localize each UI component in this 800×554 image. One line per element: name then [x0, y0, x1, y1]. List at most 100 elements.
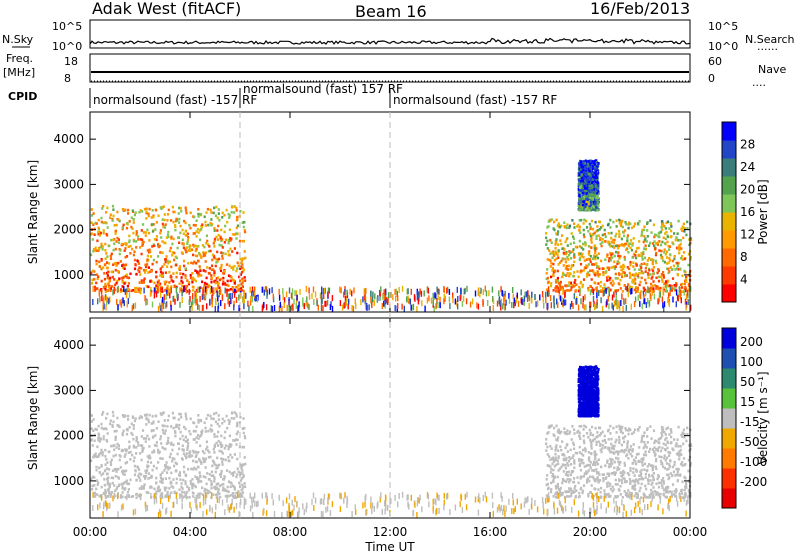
power-cell — [687, 263, 690, 267]
power-cell — [588, 166, 592, 169]
velocity-cell — [137, 441, 140, 444]
velocity-cell — [653, 446, 656, 449]
velocity-cell — [663, 430, 666, 434]
power-cell — [581, 175, 584, 178]
power-ground-cell — [320, 293, 323, 300]
power-ground-cell — [589, 289, 592, 296]
power-cell — [210, 268, 213, 272]
power-cell — [125, 243, 128, 247]
power-ground-cell — [123, 286, 125, 292]
velocity-cell — [610, 437, 613, 441]
velocity-cell — [227, 490, 230, 494]
velocity-cell — [656, 491, 659, 495]
velocity-cell — [589, 491, 592, 494]
beam-title: Beam 16 — [355, 2, 427, 21]
power-ground-cell — [394, 305, 396, 312]
power-cell — [179, 231, 182, 235]
power-cell — [594, 273, 597, 277]
power-cell — [620, 265, 623, 268]
velocity-cell — [135, 452, 138, 455]
velocity-cell — [221, 422, 224, 425]
velocity-cell — [125, 432, 129, 436]
power-cell — [122, 276, 125, 279]
power-cell — [160, 275, 164, 278]
power-cell — [563, 221, 566, 224]
power-cell — [232, 268, 235, 271]
power-ground-cell — [595, 302, 597, 309]
power-cell — [653, 240, 656, 243]
power-ground-cell — [344, 301, 346, 308]
power-cell — [237, 264, 240, 268]
power-ground-cell — [214, 305, 216, 312]
power-ground-cell — [266, 289, 268, 296]
power-cell — [582, 200, 585, 203]
velocity-cell — [618, 427, 621, 431]
velocity-cell — [681, 464, 684, 467]
power-cell — [681, 274, 684, 278]
velocity-cell — [181, 444, 184, 448]
velocity-cell — [125, 469, 128, 473]
power-cell — [593, 231, 596, 235]
velocity-cell — [213, 476, 216, 479]
power-cell — [178, 282, 181, 285]
power-ground-cell — [106, 299, 108, 306]
velocity-cell — [573, 477, 576, 480]
velocity-cell — [239, 493, 242, 496]
velocity-cell — [218, 425, 221, 428]
power-cell — [631, 226, 634, 230]
power-cell — [170, 235, 173, 239]
velocity-cell — [644, 472, 647, 476]
power-cell — [186, 240, 189, 244]
velocity-cell — [166, 425, 169, 428]
power-cell — [557, 230, 560, 233]
power-cell — [585, 189, 588, 192]
power-cell — [160, 287, 163, 290]
velocity-cell — [138, 416, 141, 420]
power-cell — [141, 244, 144, 247]
power-ground-cell — [553, 296, 555, 303]
velocity-cell — [244, 485, 247, 488]
power-ground-cell — [446, 286, 449, 293]
power-cell — [655, 285, 658, 288]
power-ground-cell — [170, 287, 172, 294]
power-cell — [168, 270, 171, 274]
velocity-cell — [188, 430, 191, 433]
power-cell — [603, 283, 606, 286]
velocity-cell — [676, 438, 679, 441]
power-cell — [623, 234, 626, 238]
velocity-cell — [170, 441, 173, 445]
velocity-cell — [594, 457, 597, 461]
power-cell — [235, 206, 238, 210]
power-ground-cell — [292, 303, 294, 310]
power-cell — [610, 256, 614, 260]
velocity-cell — [109, 419, 112, 423]
power-cell — [206, 207, 209, 211]
power-cell — [559, 286, 562, 290]
power-cell — [152, 223, 155, 226]
velocity-cell — [595, 493, 598, 496]
velocity-cell — [633, 481, 636, 484]
power-cell — [119, 290, 123, 293]
power-cell — [585, 258, 588, 261]
power-cell — [104, 282, 107, 286]
power-cell — [115, 264, 118, 267]
power-ground-cell — [491, 286, 494, 293]
velocity-cell — [641, 434, 644, 438]
power-cell — [593, 263, 596, 266]
velocity-cell — [189, 479, 192, 483]
power-cell — [172, 220, 175, 224]
power-cell — [155, 270, 158, 274]
velocity-cell — [207, 429, 210, 433]
power-cell — [226, 283, 229, 287]
power-ground-cell — [266, 292, 268, 299]
power-ground-cell — [387, 296, 389, 303]
velocity-cell — [627, 457, 630, 460]
power-ground-cell — [407, 288, 409, 295]
velocity-cell — [125, 479, 128, 483]
power-cell — [633, 275, 636, 278]
power-cell — [655, 276, 658, 280]
power-cell — [236, 218, 239, 221]
velocity-cell — [152, 421, 155, 425]
power-cell — [565, 284, 568, 288]
velocity-cell — [565, 480, 568, 483]
